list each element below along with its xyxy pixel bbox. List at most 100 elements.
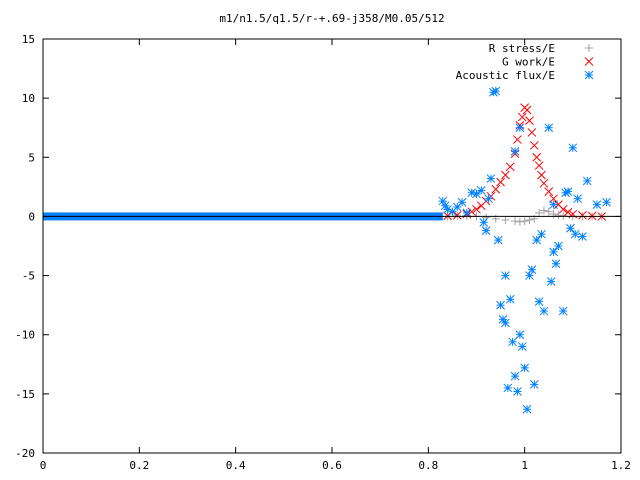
data-point [476,186,486,195]
y-tick-label: 5 [28,151,35,164]
data-point [544,207,553,216]
data-point [513,135,522,144]
data-point [498,314,508,324]
data-point [535,208,544,217]
axes: 0 0.2 0.4 0.6 0.8 1 1.2 -20 -15 -10 -5 0 5 10 15 [15,33,631,472]
data-point [534,161,544,170]
data-point [554,211,563,220]
data-point [491,184,501,194]
data-point [537,170,546,180]
data-point [558,204,568,214]
data-point [539,206,548,215]
x-tick-label: 0.2 [129,459,149,472]
series-1 [443,103,607,221]
data-point [549,247,558,257]
data-point [520,363,530,373]
data-point [481,226,491,235]
data-point [558,306,568,316]
x-tick-label: 0.4 [226,459,246,472]
data-point [520,217,529,226]
data-point [515,330,525,340]
data-point [578,210,587,220]
x-tick-label: 0.8 [418,459,438,472]
data-point [559,211,568,220]
data-point [505,162,515,172]
y-tick-label: 10 [22,92,35,105]
data-point [549,200,558,209]
data-point [525,116,534,125]
data-point [527,128,537,137]
data-point [525,215,534,224]
data-point [544,123,554,133]
data-point [563,187,573,196]
data-point [578,232,587,241]
data-point [532,152,542,162]
data-point [457,197,467,207]
legend-marker [584,70,594,80]
data-point [527,265,537,275]
data-point [544,187,554,196]
data-point [496,300,505,310]
data-point [484,194,493,204]
data-point [546,277,556,286]
legend-marker [585,44,593,52]
data-point [568,143,578,153]
y-tick-label: 0 [28,210,35,223]
y-tick-label: -15 [15,388,35,401]
data-point [515,123,525,133]
data-point [573,194,583,204]
x-tick-label: 0.6 [322,459,342,472]
data-point [486,174,496,183]
data-point [501,170,510,180]
data-point [510,147,520,156]
data-point [462,208,472,218]
x-tick-label: 1 [521,459,528,472]
data-point [529,141,539,150]
data-point [510,371,520,381]
data-point [534,297,544,306]
y-tick-label: -5 [22,270,35,283]
data-point [522,404,532,414]
data-point [532,235,542,245]
y-tick-label: -20 [15,447,35,460]
data-point [529,380,539,389]
data-point [472,189,481,199]
data-point [472,204,481,214]
data-point [505,294,515,304]
data-point [501,271,510,280]
data-point [503,383,513,393]
data-point [592,200,602,209]
data-point [551,259,561,269]
data-point [508,337,517,347]
data-point [479,217,489,227]
data-point [501,215,510,224]
chart-title: m1/n1.5/q1.5/r-+.69-j358/M0.05/512 [219,12,444,25]
data-point [501,318,510,328]
plot-frame [42,38,622,454]
data-point [602,197,611,207]
data-point [554,241,563,251]
data-point [539,178,549,188]
data-point [587,211,597,221]
x-tick-label: 0 [40,459,47,472]
y-tick-label: 15 [22,33,35,46]
data-point [511,217,520,226]
data-point [517,112,527,122]
legend-label: G work/E [502,56,555,69]
legend-label: R stress/E [489,42,555,55]
data-point [539,306,549,316]
data-point [515,217,524,226]
legend-label: Acoustic flux/E [456,69,555,82]
series-2 [43,86,611,414]
x-tick-label: 1.2 [611,459,631,472]
data-point [496,177,505,187]
data-point [491,86,501,96]
data-point [452,210,462,220]
data-point [563,207,573,217]
data-point [522,105,532,115]
data-point [493,235,503,245]
data-point [566,223,575,233]
data-point [517,342,527,351]
